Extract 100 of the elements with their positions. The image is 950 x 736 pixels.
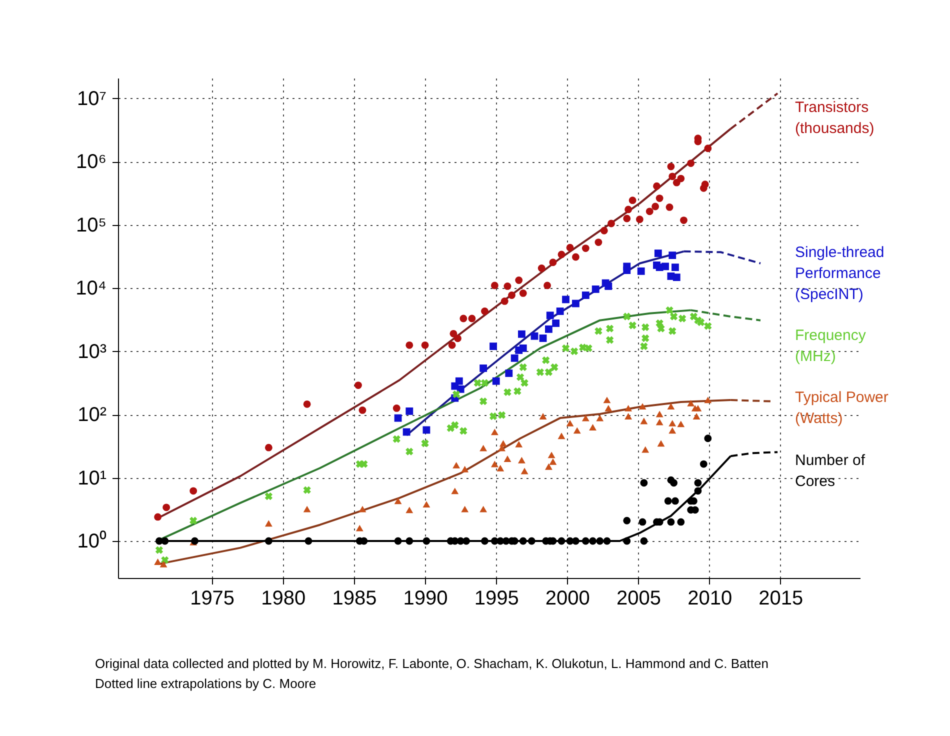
point [303, 486, 311, 494]
point [452, 390, 460, 398]
point [496, 464, 504, 472]
point [538, 264, 546, 272]
point [678, 314, 686, 322]
point [572, 253, 580, 261]
point [498, 411, 506, 419]
point [701, 180, 709, 188]
point [653, 182, 660, 190]
point [421, 440, 429, 448]
point [573, 427, 581, 434]
point [704, 434, 712, 442]
point [536, 368, 544, 376]
point [500, 440, 507, 447]
point [162, 504, 170, 512]
point [687, 160, 695, 168]
point [670, 312, 678, 320]
point [570, 347, 578, 356]
point [628, 196, 636, 204]
point [556, 308, 564, 315]
point [406, 506, 414, 514]
point [652, 202, 660, 210]
point [481, 537, 488, 545]
point [552, 320, 560, 327]
point [589, 424, 596, 430]
point [394, 498, 402, 504]
point [654, 250, 662, 257]
point [677, 518, 685, 526]
point [640, 479, 648, 487]
point [450, 330, 458, 338]
point [451, 421, 459, 429]
point [421, 341, 429, 349]
point [628, 322, 636, 330]
point [606, 324, 614, 332]
point [549, 458, 557, 465]
point [692, 413, 700, 420]
point [594, 238, 602, 246]
point [656, 418, 664, 426]
point [623, 262, 631, 270]
point [303, 506, 311, 512]
point [667, 162, 675, 170]
point [584, 344, 592, 352]
x-tick-label: 1985 [332, 588, 377, 610]
point [668, 327, 676, 335]
point [562, 344, 570, 352]
point [544, 463, 552, 470]
point [461, 466, 469, 472]
point [504, 388, 512, 396]
point [672, 264, 679, 272]
point [160, 560, 168, 568]
point [636, 216, 644, 224]
point [670, 479, 678, 487]
point [640, 537, 648, 545]
point [542, 356, 550, 364]
y-tick-label: 10³ [78, 340, 107, 363]
point [667, 518, 675, 526]
point [515, 276, 523, 284]
point [519, 537, 527, 545]
point [646, 208, 654, 216]
point [304, 537, 312, 545]
point [490, 428, 498, 436]
point [504, 282, 512, 290]
point [638, 518, 646, 526]
point [668, 420, 676, 426]
point [504, 456, 512, 462]
point [161, 537, 169, 545]
x-tick-label: 2010 [688, 588, 732, 610]
point [264, 520, 272, 527]
point [264, 537, 272, 545]
point [603, 396, 611, 404]
point [510, 354, 518, 362]
point [519, 289, 527, 297]
point [562, 296, 570, 304]
point [640, 342, 648, 350]
text: Frequency (MHz) [795, 327, 866, 365]
point [582, 414, 590, 422]
point [704, 144, 712, 152]
point [640, 418, 648, 424]
point [519, 363, 527, 372]
point [558, 250, 566, 258]
y-tick-label: 10⁰ [77, 530, 106, 553]
point [460, 427, 468, 435]
point [572, 300, 580, 308]
point [518, 456, 526, 464]
point [694, 487, 702, 495]
y-tick-label: 10⁷ [77, 88, 106, 110]
point [624, 404, 632, 412]
point [460, 314, 468, 322]
point [603, 537, 611, 545]
point [422, 537, 430, 545]
point [480, 364, 488, 372]
point [656, 410, 664, 418]
point [455, 377, 463, 385]
point [668, 172, 676, 180]
point [481, 308, 488, 315]
point [668, 427, 676, 434]
point [558, 432, 566, 440]
point [664, 497, 672, 505]
point [623, 516, 631, 524]
y-tick-label: 10⁵ [76, 214, 106, 236]
